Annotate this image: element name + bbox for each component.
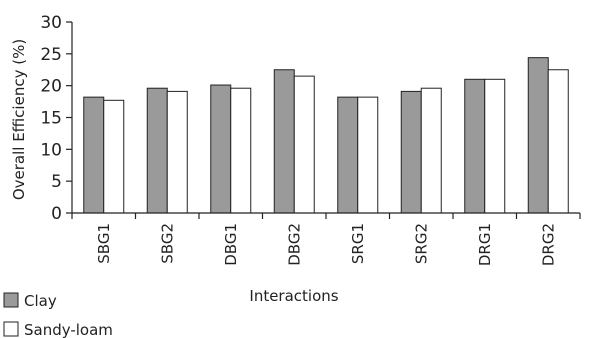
y-axis-label: Overall Efficiency (%) xyxy=(10,39,28,200)
bar-sandy-loam-sbg1 xyxy=(103,99,125,214)
y-tick-label: 0 xyxy=(51,204,62,224)
bar-clay-drg1 xyxy=(464,78,486,214)
legend-label: Sandy-loam xyxy=(24,321,113,338)
bar-clay-drg2 xyxy=(527,57,549,214)
bar-sandy-loam-srg1 xyxy=(357,96,379,214)
y-tick-label: 5 xyxy=(51,172,62,192)
x-category-label: SRG1 xyxy=(349,223,367,264)
bar-clay-sbg2 xyxy=(146,87,168,214)
y-tick-label: 10 xyxy=(40,140,62,160)
legend: Clay Sandy-loam xyxy=(3,292,113,338)
y-tick-label: 20 xyxy=(40,77,62,97)
x-axis-label: Interactions xyxy=(249,287,338,305)
x-category-label: SRG2 xyxy=(412,223,430,264)
bar-sandy-loam-drg1 xyxy=(484,78,506,214)
legend-label: Clay xyxy=(24,292,57,310)
bar-clay-srg1 xyxy=(337,96,359,214)
bar-clay-dbg1 xyxy=(210,84,232,214)
bar-clay-sbg1 xyxy=(83,96,105,214)
x-category-label: DBG1 xyxy=(222,223,240,266)
bar-sandy-loam-drg2 xyxy=(547,69,569,214)
x-categories-layer: SBG1 SBG2 DBG1 DBG2 SRG1 SRG2 DRG1 DRG2 xyxy=(95,223,558,266)
bar-clay-srg2 xyxy=(400,90,422,214)
bar-sandy-loam-sbg2 xyxy=(166,90,188,214)
x-category-label: DBG2 xyxy=(285,223,303,266)
x-category-label: SBG1 xyxy=(95,223,113,264)
y-tick-label: 30 xyxy=(40,13,62,33)
x-category-label: DRG1 xyxy=(476,223,494,266)
bars-layer xyxy=(83,57,569,214)
bar-sandy-loam-dbg2 xyxy=(293,75,315,214)
y-tick-label: 15 xyxy=(40,109,62,129)
bar-sandy-loam-srg2 xyxy=(420,87,442,214)
bar-sandy-loam-dbg1 xyxy=(230,87,252,214)
bar-clay-dbg2 xyxy=(273,69,295,214)
y-ticks-layer: 0 5 10 15 20 25 30 xyxy=(40,13,72,224)
x-category-label: DRG2 xyxy=(539,223,557,266)
y-tick-label: 25 xyxy=(40,45,62,65)
legend-swatch-sandy-loam xyxy=(3,321,19,337)
x-category-label: SBG2 xyxy=(158,223,176,264)
legend-swatch-clay xyxy=(3,292,19,308)
